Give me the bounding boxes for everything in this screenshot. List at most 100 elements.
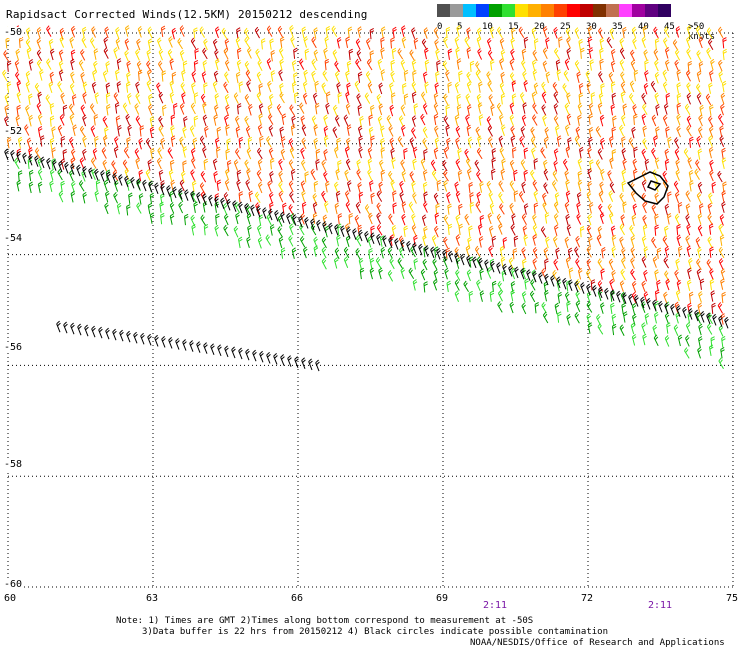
wind-barb	[718, 315, 723, 328]
wind-barb	[388, 236, 393, 249]
wind-barb	[580, 47, 585, 59]
wind-barb	[587, 36, 593, 48]
wind-barb	[246, 47, 252, 59]
wind-barb	[334, 202, 340, 215]
wind-barb	[304, 171, 309, 183]
wind-barb	[468, 290, 474, 303]
wind-barb	[706, 312, 711, 325]
wind-barb	[423, 27, 429, 39]
wind-barb	[518, 191, 525, 203]
wind-barb	[523, 147, 529, 159]
wind-barb	[443, 147, 449, 159]
wind-barb	[254, 26, 261, 39]
wind-barb	[226, 138, 231, 150]
wind-barb	[154, 334, 159, 347]
wind-barb	[250, 204, 255, 217]
wind-barb	[382, 235, 387, 247]
wind-barb	[491, 157, 496, 169]
wind-barb	[149, 192, 155, 205]
wind-barb	[509, 301, 515, 314]
wind-barb	[577, 114, 582, 126]
wind-barb	[491, 280, 497, 293]
wind-barb	[633, 113, 638, 125]
wind-barb	[254, 191, 261, 204]
wind-barb	[600, 302, 605, 314]
wind-barb	[182, 126, 187, 139]
wind-barb	[454, 114, 460, 126]
wind-barb	[476, 27, 482, 40]
wind-barb	[632, 203, 638, 216]
wind-barb	[291, 60, 297, 72]
wind-barb	[28, 147, 33, 159]
wind-barb	[202, 60, 208, 72]
wind-barb	[238, 81, 244, 93]
wind-barb	[553, 213, 559, 225]
legend-tick: 30	[586, 22, 597, 32]
wind-barb	[689, 136, 694, 148]
wind-barb	[189, 125, 195, 137]
wind-barb	[662, 235, 669, 248]
wind-barb	[664, 203, 670, 216]
wind-barb	[675, 258, 680, 271]
wind-barb	[147, 26, 153, 39]
wind-barb	[443, 36, 449, 49]
wind-barb	[431, 169, 438, 182]
wind-barb	[588, 202, 594, 214]
wind-barb	[686, 279, 692, 291]
wind-barb	[123, 147, 130, 159]
lon-label: 69	[436, 593, 449, 604]
wind-barb	[117, 124, 122, 137]
wind-barb	[113, 47, 118, 59]
wind-barb	[170, 114, 176, 126]
wind-barb	[562, 158, 569, 171]
wind-barb	[322, 221, 327, 233]
wind-barb	[566, 36, 571, 49]
wind-barb	[220, 197, 225, 210]
wind-barb	[248, 103, 253, 116]
wind-barb	[509, 159, 515, 172]
wind-barb	[487, 80, 493, 93]
wind-barb	[686, 125, 692, 137]
wind-barb	[530, 169, 536, 182]
wind-barb	[93, 60, 98, 73]
wind-barb	[499, 113, 504, 126]
wind-barb	[356, 169, 362, 181]
wind-barb	[39, 69, 44, 81]
wind-barb	[477, 48, 483, 60]
wind-barb	[299, 102, 305, 114]
wind-barb	[412, 192, 417, 204]
wind-barb	[434, 125, 439, 138]
wind-barb	[619, 37, 625, 50]
wind-barb	[313, 27, 318, 39]
wind-barb	[400, 59, 406, 72]
wind-barb	[712, 313, 717, 326]
wind-barb	[422, 258, 428, 271]
wind-barb	[114, 102, 120, 114]
wind-barb	[128, 192, 133, 204]
wind-barb	[202, 193, 207, 205]
wind-barb	[566, 92, 571, 104]
wind-barb	[49, 115, 55, 127]
wind-barb	[82, 92, 87, 104]
wind-barb	[288, 180, 294, 193]
wind-barb	[521, 59, 527, 71]
wind-barb	[386, 114, 393, 127]
wind-barb	[98, 326, 103, 339]
wind-barb	[357, 125, 363, 138]
wind-barb	[598, 27, 604, 39]
wind-barb	[388, 213, 394, 225]
wind-barb	[619, 59, 625, 71]
wind-barb	[718, 223, 724, 236]
wind-barb	[103, 179, 109, 192]
wind-barb	[501, 124, 506, 136]
wind-barb	[323, 125, 329, 138]
wind-barb	[564, 58, 570, 71]
wind-barb	[486, 37, 492, 50]
wind-barb	[246, 147, 252, 160]
wind-barb	[533, 158, 538, 170]
wind-barb	[92, 69, 97, 82]
time-label: 2:11	[483, 600, 508, 611]
wind-barb	[193, 92, 199, 104]
wind-barb	[104, 202, 109, 215]
wind-barb	[466, 255, 471, 267]
